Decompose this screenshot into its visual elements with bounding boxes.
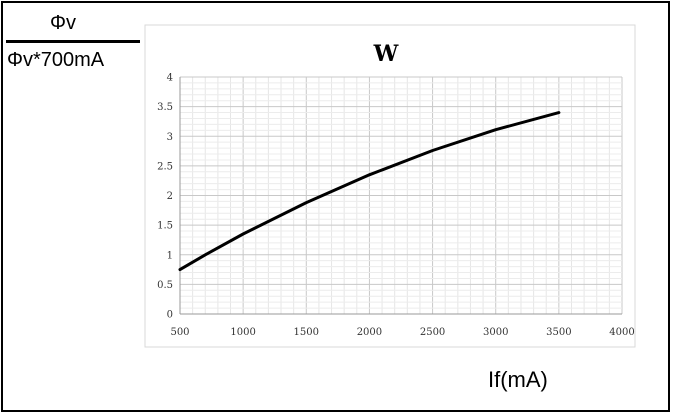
y-tick-label: 0 xyxy=(167,310,173,321)
x-tick-label: 1000 xyxy=(230,327,255,338)
x-tick-label: 4000 xyxy=(609,327,634,338)
grid xyxy=(179,76,623,315)
y-tick-label: 4 xyxy=(167,73,173,84)
y-axis-label-numerator: Φv xyxy=(50,12,76,34)
series-group xyxy=(178,111,561,272)
y-axis-label-denominator: Φv*700mA xyxy=(7,49,105,71)
y-axis-fraction-bar xyxy=(6,40,140,43)
x-tick-label: 500 xyxy=(170,327,189,338)
x-axis-label: If(mA) xyxy=(488,367,548,392)
series-line xyxy=(178,111,561,272)
y-tick-label: 3.5 xyxy=(157,102,173,113)
x-tick-label: 2500 xyxy=(420,327,445,338)
x-tick-label: 2000 xyxy=(357,327,382,338)
x-tick-label: 3500 xyxy=(546,327,571,338)
y-tick-label: 1.5 xyxy=(157,221,173,232)
chart-title: W xyxy=(373,41,399,67)
x-tick-label: 3000 xyxy=(483,327,508,338)
plot-area-border xyxy=(144,24,636,348)
y-ticks: 0 0.5 1 1.5 2 2.5 3 3.5 4 xyxy=(157,73,173,321)
y-tick-label: 2.5 xyxy=(157,161,173,172)
y-tick-label: 0.5 xyxy=(157,280,173,291)
x-tick-label: 1500 xyxy=(294,327,319,338)
y-tick-label: 2 xyxy=(167,191,173,202)
y-tick-label: 1 xyxy=(167,250,173,261)
y-tick-label: 3 xyxy=(167,132,173,143)
x-ticks: 500 1000 1500 2000 2500 3000 3500 4000 xyxy=(170,327,634,338)
